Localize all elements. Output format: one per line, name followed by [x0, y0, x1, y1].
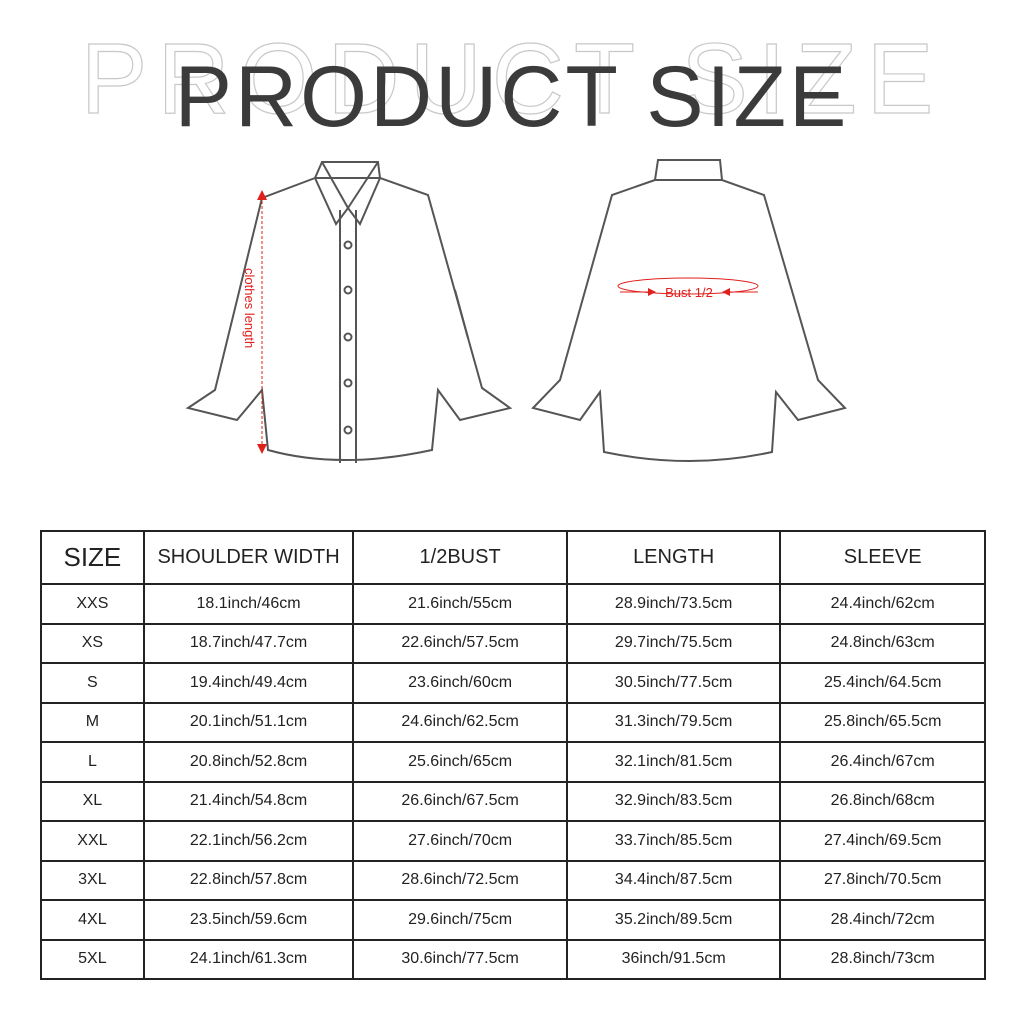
- cell-size: 3XL: [40, 859, 145, 901]
- cell-sleeve: 24.8inch/63cm: [779, 622, 986, 664]
- cell-sleeve: 25.8inch/65.5cm: [779, 701, 986, 743]
- cell-shoulder-width: 19.4inch/49.4cm: [142, 662, 355, 704]
- size-table: SIZE SHOULDER WIDTH 1/2BUST LENGTH SLEEV…: [40, 530, 986, 980]
- shirt-diagram: clothes length Bust 1/2: [185, 159, 847, 463]
- cell-half-bust: 26.6inch/67.5cm: [352, 780, 568, 822]
- cell-size: 4XL: [40, 899, 145, 941]
- cell-length: 28.9inch/73.5cm: [565, 583, 782, 625]
- header-shoulder-width: SHOULDER WIDTH: [142, 530, 355, 585]
- cell-sleeve: 28.8inch/73cm: [779, 938, 986, 980]
- header-sleeve: SLEEVE: [779, 530, 986, 585]
- cell-length: 29.7inch/75.5cm: [565, 622, 782, 664]
- table-row: 5XL 24.1inch/61.3cm 30.6inch/77.5cm 36inch/…: [40, 938, 986, 980]
- cell-length: 30.5inch/77.5cm: [565, 662, 782, 704]
- table-row: 3XL 22.8inch/57.8cm 28.6inch/72.5cm 34.4inc…: [40, 859, 986, 901]
- table-header-row: SIZE SHOULDER WIDTH 1/2BUST LENGTH SLEEV…: [40, 530, 986, 585]
- cell-shoulder-width: 22.1inch/56.2cm: [142, 820, 355, 862]
- cell-size: XXS: [40, 583, 145, 625]
- cell-size: XXL: [40, 820, 145, 862]
- cell-size: XS: [40, 622, 145, 664]
- cell-length: 33.7inch/85.5cm: [565, 820, 782, 862]
- cell-sleeve: 25.4inch/64.5cm: [779, 662, 986, 704]
- cell-half-bust: 22.6inch/57.5cm: [352, 622, 568, 664]
- cell-shoulder-width: 24.1inch/61.3cm: [142, 938, 355, 980]
- cell-half-bust: 23.6inch/60cm: [352, 662, 568, 704]
- cell-shoulder-width: 20.8inch/52.8cm: [142, 741, 355, 783]
- cell-size: L: [40, 741, 145, 783]
- header-size: SIZE: [40, 530, 145, 585]
- cell-shoulder-width: 18.7inch/47.7cm: [142, 622, 355, 664]
- back-shirt: [531, 159, 847, 462]
- table-row: L 20.8inch/52.8cm 25.6inch/65cm 32.1inch/81…: [40, 741, 986, 783]
- cell-length: 32.1inch/81.5cm: [565, 741, 782, 783]
- cell-sleeve: 26.4inch/67cm: [779, 741, 986, 783]
- cell-shoulder-width: 18.1inch/46cm: [142, 583, 355, 625]
- bust-label: Bust 1/2: [665, 285, 713, 300]
- cell-sleeve: 28.4inch/72cm: [779, 899, 986, 941]
- table-row: XS 18.7inch/47.7cm 22.6inch/57.5cm 29.7inch…: [40, 622, 986, 664]
- page-title: PRODUCT SIZE: [174, 49, 850, 145]
- cell-half-bust: 27.6inch/70cm: [352, 820, 568, 862]
- table-row: M 20.1inch/51.1cm 24.6inch/62.5cm 31.3inch/…: [40, 701, 986, 743]
- cell-length: 32.9inch/83.5cm: [565, 780, 782, 822]
- cell-sleeve: 27.8inch/70.5cm: [779, 859, 986, 901]
- header-half-bust: 1/2BUST: [352, 530, 568, 585]
- cell-half-bust: 30.6inch/77.5cm: [352, 938, 568, 980]
- front-shirt: [185, 161, 513, 463]
- table-row: XXL 22.1inch/56.2cm 27.6inch/70cm 33.7inch/…: [40, 820, 986, 862]
- cell-half-bust: 24.6inch/62.5cm: [352, 701, 568, 743]
- cell-length: 36inch/91.5cm: [565, 938, 782, 980]
- cell-sleeve: 24.4inch/62cm: [779, 583, 986, 625]
- cell-shoulder-width: 20.1inch/51.1cm: [142, 701, 355, 743]
- cell-length: 31.3inch/79.5cm: [565, 701, 782, 743]
- table-row: 4XL 23.5inch/59.6cm 29.6inch/75cm 35.2inch/…: [40, 899, 986, 941]
- cell-half-bust: 21.6inch/55cm: [352, 583, 568, 625]
- title-outline: PRODUCT SIZE: [80, 22, 944, 135]
- clothes-length-label: clothes length: [242, 268, 257, 348]
- table-row: XXS 18.1inch/46cm 21.6inch/55cm 28.9inch/73…: [40, 583, 986, 625]
- table-row: XL 21.4inch/54.8cm 26.6inch/67.5cm 32.9inch…: [40, 780, 986, 822]
- cell-half-bust: 28.6inch/72.5cm: [352, 859, 568, 901]
- cell-length: 35.2inch/89.5cm: [565, 899, 782, 941]
- bust-indicator: Bust 1/2: [617, 277, 759, 300]
- header-length: LENGTH: [565, 530, 782, 585]
- cell-size: 5XL: [40, 938, 145, 980]
- cell-length: 34.4inch/87.5cm: [565, 859, 782, 901]
- cell-sleeve: 26.8inch/68cm: [779, 780, 986, 822]
- cell-half-bust: 25.6inch/65cm: [352, 741, 568, 783]
- clothes-length-indicator: clothes length: [242, 190, 267, 454]
- cell-shoulder-width: 23.5inch/59.6cm: [142, 899, 355, 941]
- cell-sleeve: 27.4inch/69.5cm: [779, 820, 986, 862]
- cell-shoulder-width: 21.4inch/54.8cm: [142, 780, 355, 822]
- cell-shoulder-width: 22.8inch/57.8cm: [142, 859, 355, 901]
- cell-half-bust: 29.6inch/75cm: [352, 899, 568, 941]
- table-row: S 19.4inch/49.4cm 23.6inch/60cm 30.5inch/77…: [40, 662, 986, 704]
- cell-size: M: [40, 701, 145, 743]
- cell-size: XL: [40, 780, 145, 822]
- cell-size: S: [40, 662, 145, 704]
